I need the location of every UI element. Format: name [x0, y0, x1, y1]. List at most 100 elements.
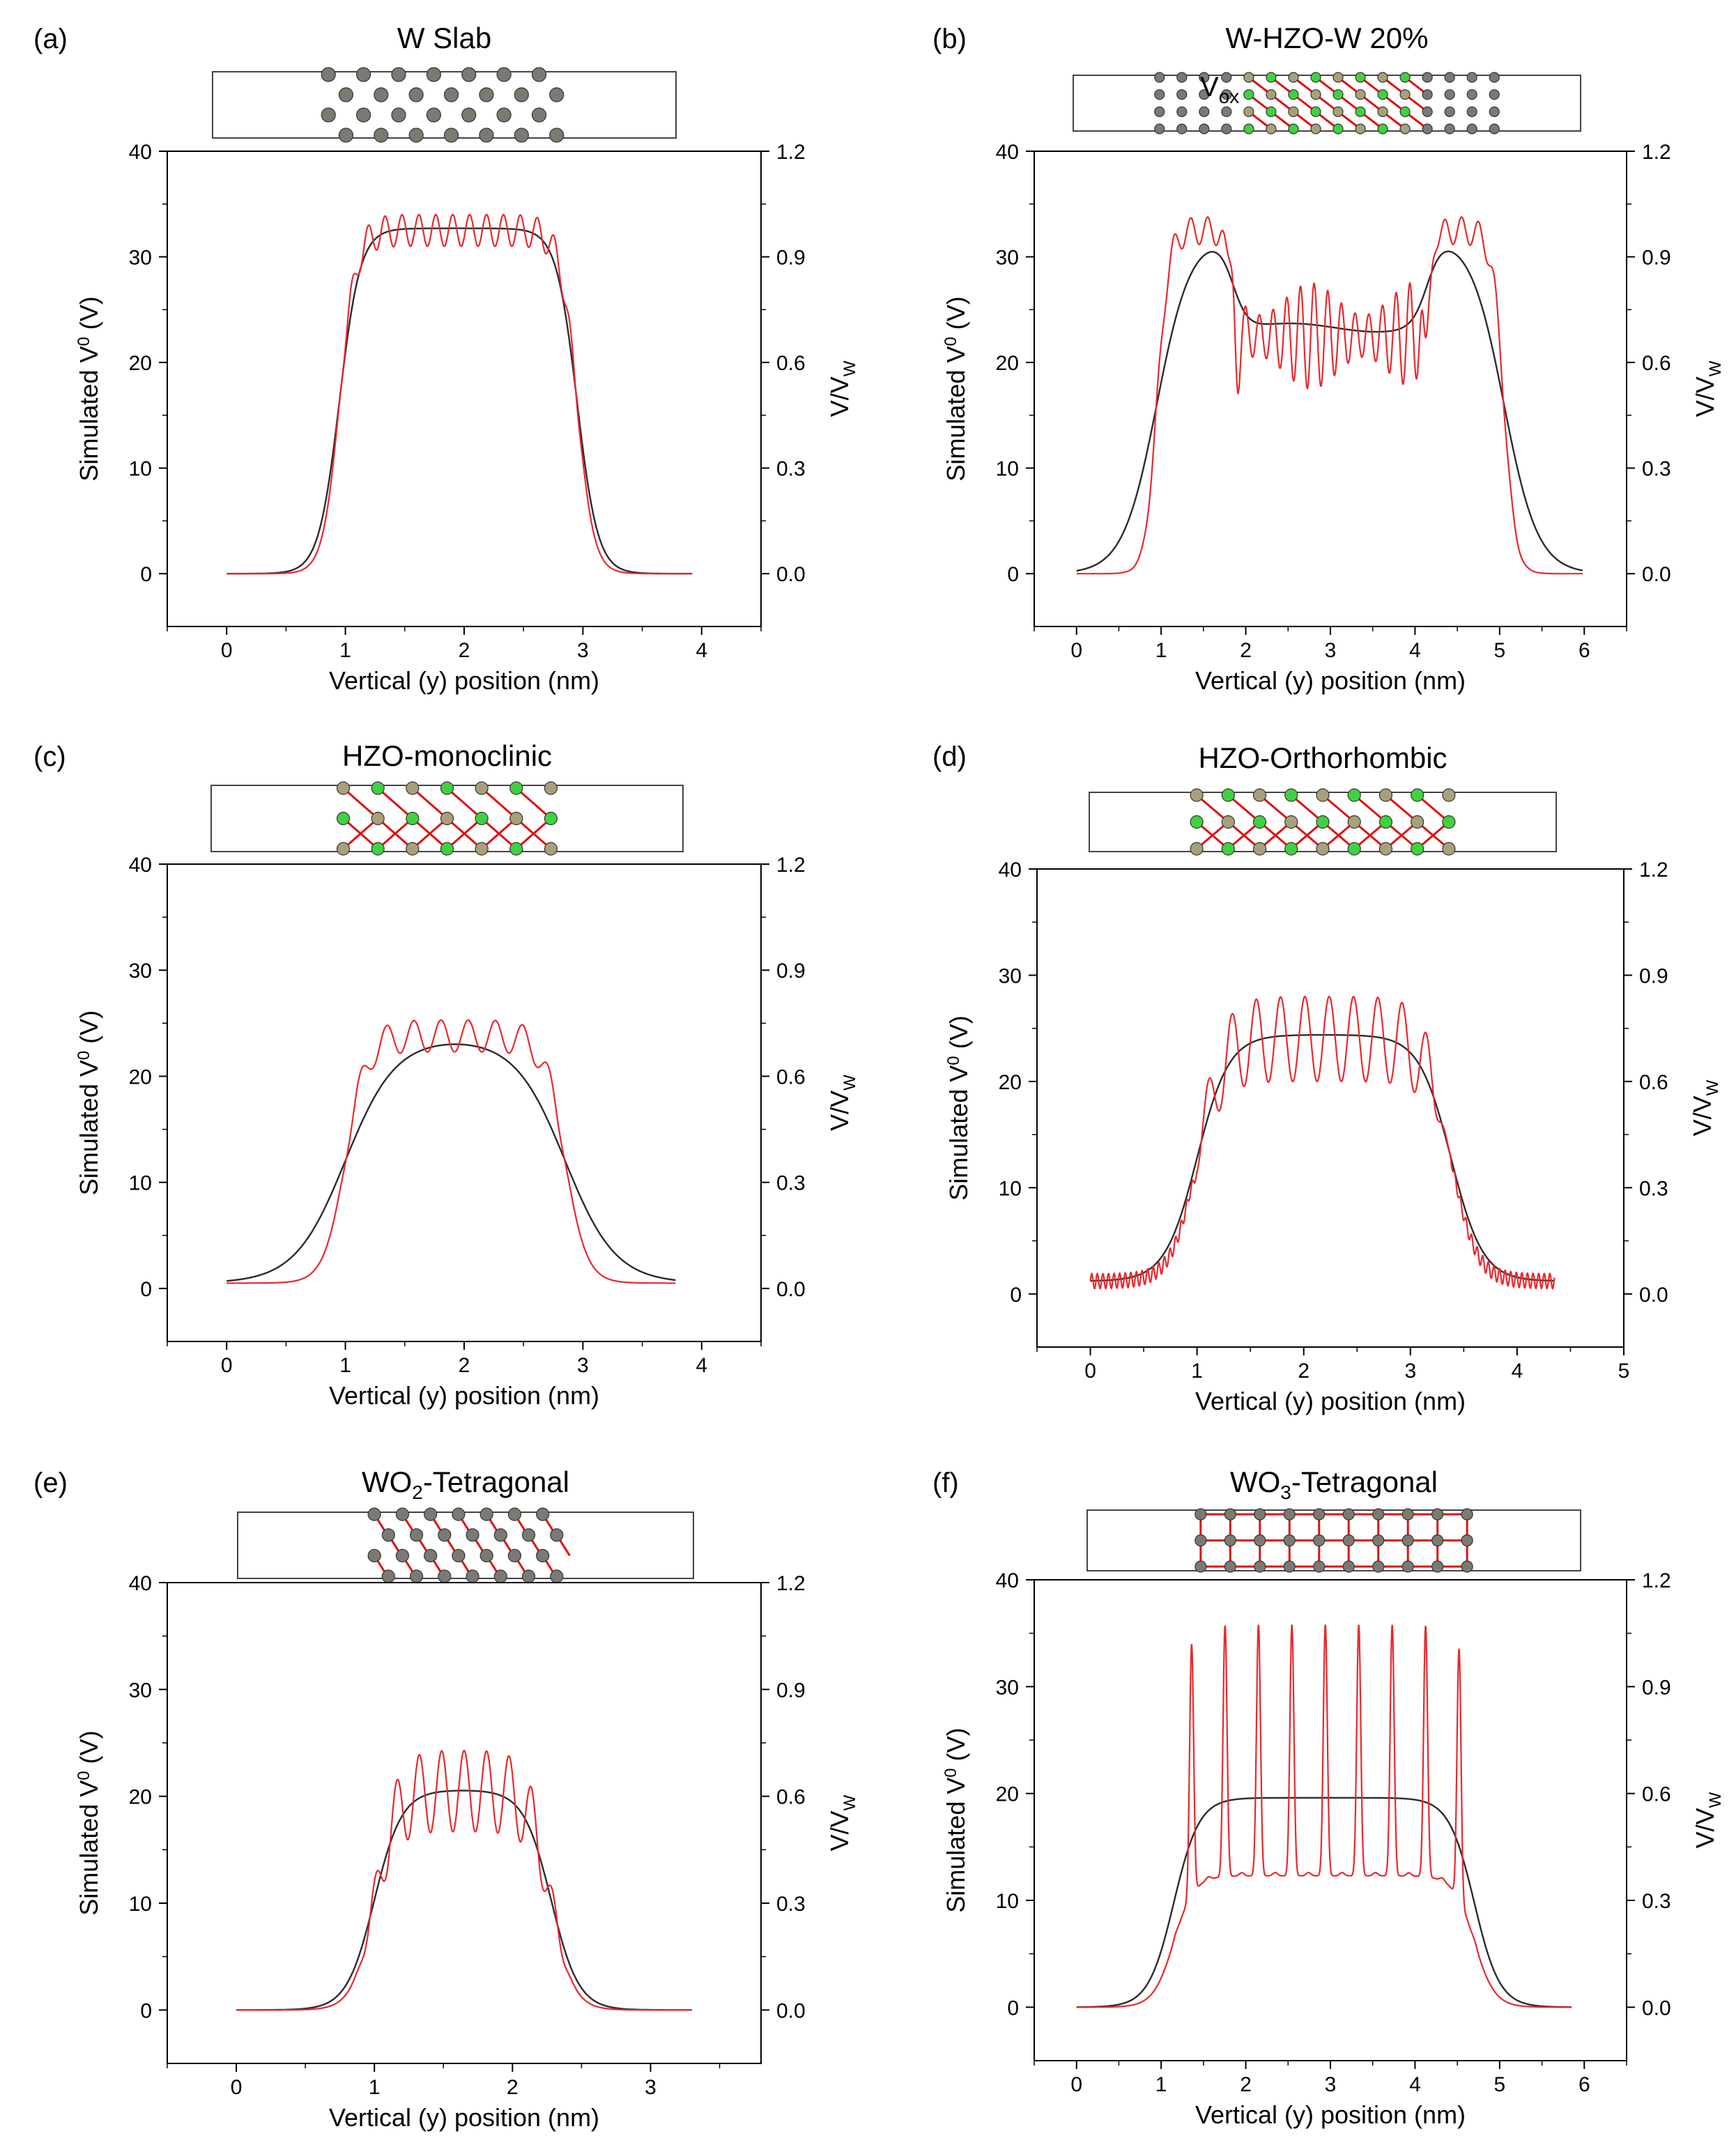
- W-atom: [1283, 1508, 1296, 1521]
- y-tick-label-right: 0.6: [1642, 352, 1671, 375]
- atom: [1176, 123, 1188, 134]
- W-atom: [493, 1569, 507, 1583]
- x-tick-label: 3: [577, 1354, 589, 1377]
- atom: [1466, 89, 1477, 100]
- series-planar-average: [226, 213, 693, 575]
- W-atom: [443, 87, 459, 102]
- metal-atom: [509, 842, 523, 856]
- x-tick-label: 0: [1070, 639, 1082, 662]
- atom: [1422, 106, 1433, 117]
- W-atom: [1195, 1534, 1207, 1547]
- W-atom: [338, 128, 354, 143]
- crystal-structure: Vox: [1073, 72, 1581, 134]
- y-tick-label-left: 30: [996, 247, 1019, 270]
- W-atom: [1195, 1508, 1207, 1521]
- plot-frame: [1034, 1579, 1627, 2061]
- y-axis-label-left: Simulated V0 (V): [942, 296, 970, 481]
- y-tick-label-left: 20: [999, 1071, 1022, 1094]
- atom: [1310, 106, 1321, 117]
- atom: [1489, 106, 1500, 117]
- x-tick-label: 1: [369, 2076, 381, 2099]
- W-atom: [452, 1507, 466, 1521]
- atom: [1355, 89, 1366, 100]
- y-tick-label-left: 40: [996, 141, 1019, 164]
- series-macroscopic-average: [226, 227, 693, 575]
- y-axis-label-left: Simulated V0 (V): [944, 1015, 973, 1200]
- W-atom: [1461, 1560, 1473, 1573]
- y-tick-label-right: 0.6: [776, 1786, 806, 1809]
- bond: [377, 787, 413, 820]
- y-tick-label-left: 10: [129, 1172, 152, 1195]
- y-tick-label-right: 0.6: [776, 1066, 806, 1089]
- y-axis-label-left: Simulated V0 (V): [75, 1010, 103, 1195]
- bond: [446, 817, 483, 850]
- bond: [377, 817, 413, 850]
- W-atom: [1254, 1534, 1266, 1547]
- W-atom: [514, 128, 529, 143]
- metal-atom: [406, 842, 420, 856]
- atom: [1489, 123, 1500, 134]
- metal-atom: [1378, 788, 1393, 802]
- atom: [1399, 123, 1411, 134]
- y-tick-label-right: 0.0: [776, 1999, 806, 2022]
- x-tick-label: 1: [1155, 2073, 1167, 2096]
- atom: [1332, 123, 1344, 134]
- plot-frame: [1036, 868, 1624, 1348]
- metal-atom: [406, 811, 420, 826]
- W-atom: [1431, 1508, 1444, 1521]
- atom: [1399, 106, 1411, 117]
- y-tick-label-left: 10: [129, 458, 152, 481]
- metal-atom: [1190, 842, 1204, 856]
- W-atom: [507, 1507, 522, 1521]
- atom: [1422, 72, 1433, 83]
- bond: [1227, 821, 1261, 850]
- y-axis-label-left: Simulated V0 (V): [942, 1728, 970, 1912]
- bond: [446, 787, 483, 820]
- series-macroscopic-average: [1076, 1797, 1572, 2008]
- atom: [1221, 106, 1232, 117]
- y-tick-label-right: 0.6: [776, 352, 806, 375]
- W-atom: [443, 128, 459, 143]
- atom: [1176, 72, 1188, 83]
- metal-atom: [1347, 788, 1361, 802]
- atom: [1444, 123, 1455, 134]
- x-tick-label: 5: [1494, 639, 1506, 662]
- W-atom: [424, 1507, 438, 1521]
- x-tick-label: 2: [459, 1354, 470, 1377]
- atom: [1221, 89, 1232, 100]
- atom: [1176, 106, 1188, 117]
- y-tick-label-right: 1.2: [776, 1572, 806, 1595]
- W-atom: [549, 87, 564, 102]
- y-tick-label-right: 0.0: [776, 1278, 806, 1301]
- W-atom: [452, 1548, 466, 1562]
- panel-title: WO2-Tetragonal: [362, 1466, 569, 1503]
- series-macroscopic-average: [236, 1790, 692, 2011]
- W-atom: [1461, 1508, 1473, 1521]
- atom: [1444, 89, 1455, 100]
- atom: [1489, 89, 1500, 100]
- W-atom: [536, 1507, 550, 1521]
- W-atom: [479, 87, 494, 102]
- atom: [1154, 123, 1165, 134]
- metal-atom: [1347, 842, 1361, 856]
- atom: [1288, 89, 1299, 100]
- y-tick-label-right: 0.6: [1642, 1783, 1671, 1806]
- y-tick-label-left: 0: [1010, 1284, 1022, 1307]
- metal-atom: [1252, 788, 1267, 802]
- y-tick-label-left: 0: [1007, 563, 1019, 586]
- y-tick-label-right: 0.0: [1642, 1997, 1671, 2020]
- y-tick-label-right: 0.3: [1642, 1890, 1671, 1913]
- y-tick-label-right: 1.2: [1639, 859, 1668, 882]
- W-atom: [1342, 1560, 1355, 1573]
- x-tick-label: 2: [1298, 1360, 1309, 1383]
- panel-f: (f) WO3-Tetragonal 0 1 2 3 4 5 6 0 0.0 10 0.3 20 0.6 30…: [932, 1466, 1725, 2129]
- W-atom: [409, 1569, 424, 1583]
- atom: [1444, 106, 1455, 117]
- W-atom: [1342, 1534, 1355, 1547]
- y-tick-label-left: 40: [999, 859, 1022, 882]
- metal-atom: [544, 781, 558, 795]
- series-planar-average: [1076, 1624, 1572, 2008]
